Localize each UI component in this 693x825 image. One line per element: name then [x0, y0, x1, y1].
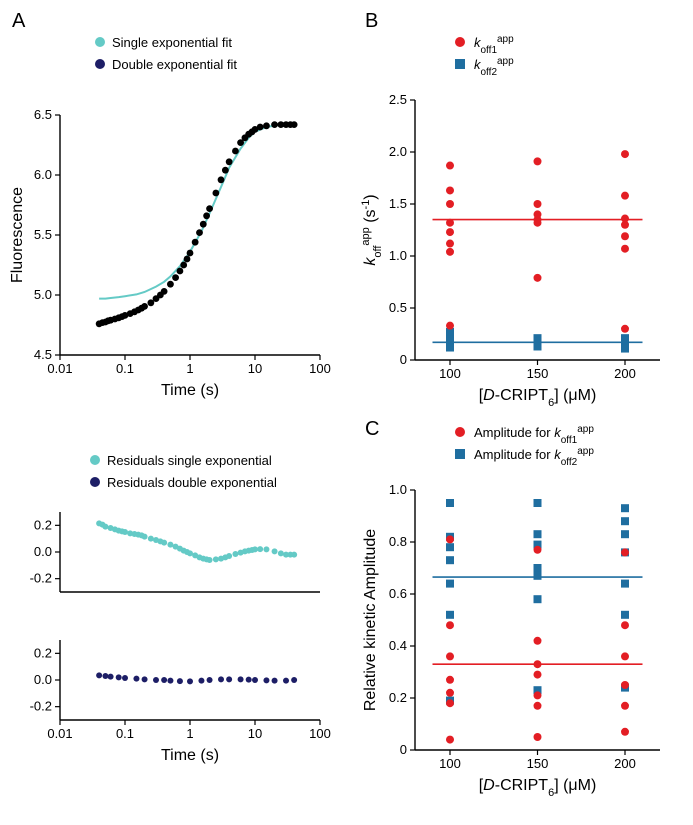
svg-text:Time (s): Time (s) — [161, 747, 219, 764]
svg-text:Residuals double exponential: Residuals double exponential — [107, 475, 277, 490]
svg-text:10: 10 — [248, 361, 262, 376]
svg-text:100: 100 — [439, 366, 461, 381]
svg-text:[D-CRIPT6] (μM): [D-CRIPT6] (μM) — [479, 387, 597, 409]
svg-text:5.5: 5.5 — [34, 227, 52, 242]
panel-A-label: A — [12, 10, 25, 33]
svg-text:Fluorescence: Fluorescence — [9, 187, 26, 283]
svg-text:Double exponential fit: Double exponential fit — [112, 57, 237, 72]
panel-A-residuals-double: -0.2 0.0 0.2 0.01 0.1 1 10 100 Time (s) — [30, 640, 331, 764]
svg-text:Amplitude for koff2app: Amplitude for koff2app — [474, 446, 594, 468]
svg-text:0: 0 — [400, 352, 407, 367]
svg-text:0.6: 0.6 — [389, 586, 407, 601]
svg-text:1.5: 1.5 — [389, 196, 407, 211]
panel-C: Amplitude for koff1appAmplitude for koff… — [362, 424, 660, 800]
plots-svg: Single exponential fit Double exponential… — [0, 0, 693, 820]
svg-text:1: 1 — [186, 726, 193, 741]
svg-text:100: 100 — [309, 361, 331, 376]
svg-text:0.8: 0.8 — [389, 534, 407, 549]
svg-text:1: 1 — [186, 361, 193, 376]
svg-text:10: 10 — [248, 726, 262, 741]
svg-text:1.0: 1.0 — [389, 248, 407, 263]
svg-text:1.0: 1.0 — [389, 482, 407, 497]
svg-text:Time (s): Time (s) — [161, 382, 219, 399]
svg-text:0.2: 0.2 — [389, 690, 407, 705]
svg-text:koff1app: koff1app — [474, 34, 514, 56]
svg-text:0.1: 0.1 — [116, 726, 134, 741]
svg-text:-0.2: -0.2 — [30, 571, 52, 586]
svg-text:200: 200 — [614, 756, 636, 771]
svg-text:2.5: 2.5 — [389, 92, 407, 107]
svg-text:100: 100 — [309, 726, 331, 741]
svg-text:[D-CRIPT6] (μM): [D-CRIPT6] (μM) — [479, 777, 597, 799]
residuals-legend: Residuals single exponential Residuals do… — [90, 453, 277, 490]
svg-text:0.5: 0.5 — [389, 300, 407, 315]
svg-text:koffapp (s-1): koffapp (s-1) — [360, 194, 384, 265]
svg-text:0.2: 0.2 — [34, 517, 52, 532]
panel-A-main: Single exponential fit Double exponential… — [9, 35, 331, 399]
svg-text:150: 150 — [527, 756, 549, 771]
svg-text:Residuals single exponential: Residuals single exponential — [107, 453, 272, 468]
figure-root: A B C Single exponential fit Double expon… — [0, 0, 693, 820]
svg-text:Single exponential fit: Single exponential fit — [112, 35, 232, 50]
svg-text:0: 0 — [400, 742, 407, 757]
svg-text:200: 200 — [614, 366, 636, 381]
panel-B: koff1appkoff2app 0 0.5 1.0 1.5 2.0 2.5 100 150 20… — [360, 34, 660, 410]
svg-text:0.4: 0.4 — [389, 638, 407, 653]
svg-text:Relative kinetic Amplitude: Relative kinetic Amplitude — [362, 529, 379, 711]
svg-text:-0.2: -0.2 — [30, 699, 52, 714]
svg-text:0.0: 0.0 — [34, 672, 52, 687]
panel-A-residuals-single: -0.2 0.0 0.2 — [30, 512, 320, 592]
panel-B-label: B — [365, 10, 378, 33]
svg-text:150: 150 — [527, 366, 549, 381]
svg-text:100: 100 — [439, 756, 461, 771]
svg-text:0.0: 0.0 — [34, 544, 52, 559]
svg-text:koff2app: koff2app — [474, 56, 514, 78]
svg-text:6.5: 6.5 — [34, 107, 52, 122]
svg-text:0.01: 0.01 — [47, 361, 72, 376]
svg-text:0.01: 0.01 — [47, 726, 72, 741]
svg-text:2.0: 2.0 — [389, 144, 407, 159]
svg-text:0.1: 0.1 — [116, 361, 134, 376]
panel-C-label: C — [365, 418, 379, 441]
svg-text:0.2: 0.2 — [34, 645, 52, 660]
svg-text:4.5: 4.5 — [34, 347, 52, 362]
svg-text:6.0: 6.0 — [34, 167, 52, 182]
svg-text:5.0: 5.0 — [34, 287, 52, 302]
svg-text:Amplitude for koff1app: Amplitude for koff1app — [474, 424, 594, 446]
